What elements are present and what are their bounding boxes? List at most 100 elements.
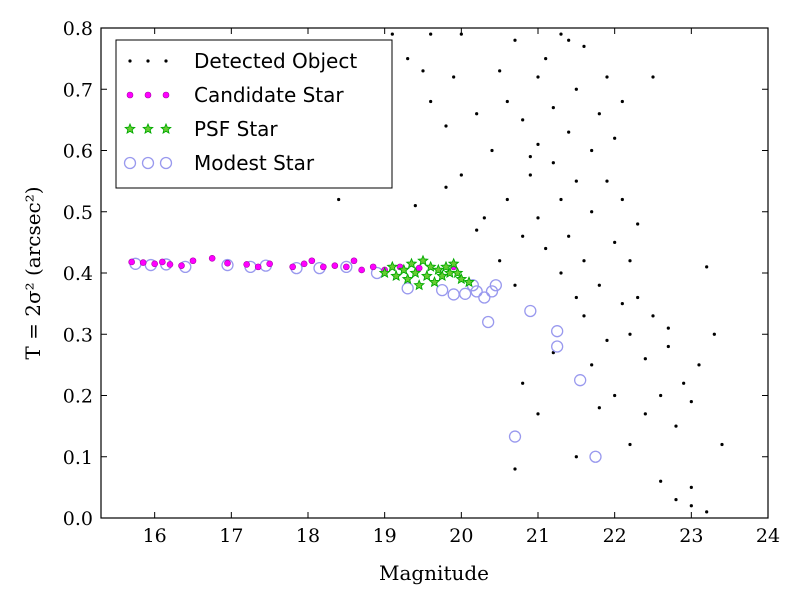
modest-star-point	[482, 315, 495, 329]
candidate-star-point	[178, 262, 185, 269]
candidate-star-point	[415, 264, 423, 272]
legend-item-modest-star: Modest Star	[123, 151, 315, 175]
detected-object-point	[628, 332, 632, 336]
detected-object-point	[574, 295, 578, 300]
candidate-star-point	[128, 258, 135, 266]
modest-star-point	[485, 285, 499, 298]
detected-object-point	[551, 106, 555, 110]
detected-object-point	[429, 32, 433, 36]
detected-object-point	[429, 99, 433, 104]
detected-object-point	[544, 246, 548, 251]
candidate-star-point	[358, 266, 365, 274]
legend-marker-detected-object	[146, 59, 150, 63]
psf-star-point	[390, 269, 403, 282]
legend-marker-detected-object	[128, 59, 132, 63]
legend-label-candidate-star: Candidate Star	[194, 83, 344, 107]
detected-object-point	[659, 393, 663, 398]
x-axis-label: Magnitude	[379, 561, 489, 585]
detected-object-point	[620, 197, 624, 202]
y-tick-label: 0.0	[63, 508, 93, 530]
legend-marker-candidate-star	[144, 91, 152, 99]
detected-object-point	[513, 467, 517, 471]
candidate-star-point	[151, 260, 158, 268]
detected-object-point	[666, 344, 670, 349]
detected-object-point	[689, 504, 693, 508]
detected-object-point	[643, 357, 647, 361]
y-tick-label: 0.7	[63, 79, 93, 101]
modest-star-point	[459, 287, 472, 300]
detected-object-point	[444, 124, 448, 128]
detected-object-point	[689, 400, 693, 404]
x-tick-label: 20	[449, 525, 473, 547]
detected-object-point	[582, 259, 586, 263]
detected-object-point	[521, 234, 525, 238]
detected-object-point	[597, 112, 601, 116]
legend-item-psf-star: PSF Star	[124, 117, 278, 141]
detected-object-point	[666, 326, 670, 330]
detected-object-point	[712, 332, 716, 336]
detected-object-point	[536, 412, 540, 416]
detected-object-point	[720, 442, 724, 447]
y-tick-label: 0.2	[63, 386, 93, 408]
y-tick-label: 0.4	[63, 263, 93, 285]
candidate-star-point	[331, 262, 339, 269]
detected-object-point	[582, 314, 586, 318]
legend-item-candidate-star: Candidate Star	[126, 83, 344, 107]
y-tick-label: 0.8	[63, 18, 93, 40]
candidate-star-point	[343, 263, 350, 271]
candidate-star-point	[208, 254, 216, 262]
legend-box	[115, 39, 393, 189]
candidate-star-point	[224, 259, 231, 267]
candidate-star-point	[139, 259, 147, 266]
plot-points	[128, 32, 724, 514]
detected-object-point	[597, 283, 601, 287]
candidate-star-point	[350, 257, 358, 265]
detected-object-point	[582, 44, 586, 48]
modest-star-point	[589, 450, 602, 463]
detected-object-point	[490, 148, 494, 153]
legend-label-modest-star: Modest Star	[194, 151, 315, 175]
detected-object-point	[636, 295, 640, 300]
candidate-star-point	[300, 260, 308, 268]
psf-star-point	[409, 266, 422, 278]
candidate-star-point	[320, 263, 327, 271]
detected-object-point	[505, 99, 509, 104]
x-tick-label: 16	[143, 525, 167, 547]
detected-object-point	[567, 130, 571, 134]
detected-object-point	[705, 265, 709, 269]
y-axis-label: T = 2σ² (arcsec²)	[21, 186, 45, 359]
detected-object-point	[613, 136, 617, 140]
detected-object-point	[590, 363, 594, 367]
psf-star-point	[417, 254, 429, 266]
modest-star-point	[551, 340, 564, 353]
detected-object-point	[567, 234, 571, 238]
detected-object-point	[536, 216, 540, 220]
detected-object-point	[536, 75, 540, 79]
detected-object-point	[643, 412, 647, 416]
psf-star-point	[401, 272, 414, 285]
detected-object-point	[590, 148, 594, 153]
detected-object-point	[498, 259, 502, 263]
detected-object-point	[605, 338, 609, 342]
psf-star-point	[455, 272, 468, 285]
detected-object-point	[521, 118, 525, 122]
y-tick-label: 0.1	[63, 447, 93, 469]
detected-object-point	[536, 142, 540, 146]
detected-object-point	[651, 75, 655, 79]
modest-star-point	[340, 260, 353, 274]
detected-object-point	[628, 442, 632, 447]
psf-star-point	[428, 276, 441, 288]
axis-ticks: 16 17 18 19 20 21 22 23 24 0.0 0.1 0.2 0.3 0.4 0.5 0.6 0…	[63, 18, 780, 547]
x-tick-label: 22	[603, 525, 627, 547]
detected-object-point	[697, 363, 701, 367]
candidate-star-point	[289, 263, 296, 271]
detected-object-point	[421, 69, 425, 73]
modest-star-point	[551, 325, 564, 338]
psf-star-point	[424, 260, 437, 272]
detected-object-point	[620, 302, 624, 306]
candidate-star-point	[189, 257, 197, 265]
detected-object-point	[390, 32, 394, 36]
series-psf-star	[378, 254, 475, 291]
legend-marker-candidate-star	[162, 91, 170, 99]
y-tick-label: 0.3	[63, 324, 93, 346]
